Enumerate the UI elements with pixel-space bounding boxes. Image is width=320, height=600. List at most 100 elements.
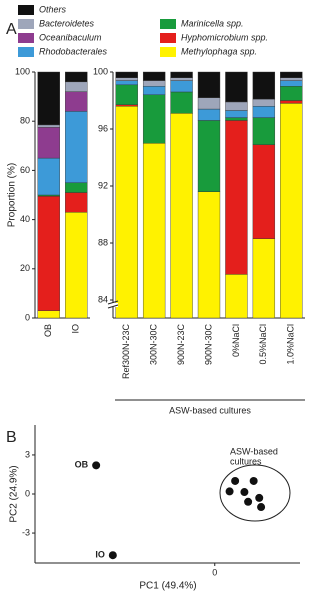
x-axis-label: ASW-based cultures: [169, 405, 251, 415]
axis-break: [107, 300, 119, 305]
bar-segment: [252, 238, 276, 319]
bar-segment: [37, 124, 60, 128]
legend-swatch: [160, 33, 176, 43]
bar-segment: [115, 77, 138, 81]
point: [108, 551, 117, 560]
y-tick-label: 40: [20, 214, 30, 224]
annotation: ASW-based: [230, 446, 278, 456]
bar-segment: [252, 71, 276, 100]
x-tick-label: 0.5%NaCl: [258, 324, 268, 365]
bar-segment: [37, 127, 60, 159]
y-tick-label: 60: [20, 165, 30, 175]
bar-segment: [170, 71, 193, 78]
bar-segment: [280, 80, 303, 87]
bar-segment: [65, 81, 88, 92]
cluster-ellipse: [219, 464, 291, 522]
legend-label: Hyphomicrobium spp.: [181, 32, 268, 42]
x-tick-label: 900N-23C: [176, 324, 186, 366]
y-axis-label: PC2 (24.9%): [9, 465, 20, 522]
panel-label: B: [6, 429, 17, 446]
bar-segment: [115, 84, 138, 105]
bar-segment: [252, 98, 276, 107]
x-axis-label: PC1 (49.4%): [139, 581, 196, 592]
y-tick-label: 92: [98, 180, 108, 190]
bar-segment: [197, 120, 221, 192]
bar-segment: [225, 120, 248, 275]
bar-segment: [65, 212, 88, 319]
x-tick-label: Ref300N-23C: [121, 324, 131, 380]
legend-label: Others: [39, 4, 67, 14]
legend-swatch: [18, 5, 34, 15]
legend-swatch: [160, 19, 176, 29]
bar-segment: [280, 100, 303, 104]
bar-segment: [170, 77, 193, 81]
bar-segment: [37, 157, 60, 196]
bar-segment: [142, 94, 166, 144]
y-tick-label: 80: [20, 116, 30, 126]
bar-segment: [65, 192, 88, 213]
bar-segment: [225, 274, 248, 319]
y-tick-label: 0: [25, 488, 30, 498]
bar-segment: [280, 77, 303, 81]
bar-segment: [115, 104, 138, 107]
bar-segment: [197, 191, 221, 319]
bar-segment: [280, 103, 303, 319]
point: [249, 476, 258, 485]
bar-segment: [170, 113, 193, 319]
bar-segment: [170, 91, 193, 114]
y-tick-label: 20: [20, 263, 30, 273]
bar-segment: [142, 80, 166, 87]
legend-label: Rhodobacterales: [39, 46, 108, 56]
x-tick-label: 0: [212, 567, 217, 577]
bar-segment: [225, 117, 248, 121]
y-tick-label: 3: [25, 449, 30, 459]
bar-segment: [225, 71, 248, 103]
bar-segment: [65, 71, 88, 83]
y-tick-label: -3: [22, 527, 30, 537]
bar-segment: [65, 111, 88, 183]
y-tick-label: 100: [15, 66, 30, 76]
bar-segment: [252, 144, 276, 239]
annotation: cultures: [230, 456, 262, 466]
bar-segment: [225, 110, 248, 118]
legend-swatch: [18, 33, 34, 43]
bar-segment: [115, 71, 138, 78]
panel-label: A: [6, 21, 17, 38]
y-tick-label: 84: [98, 294, 108, 304]
legend-swatch: [160, 47, 176, 57]
x-tick-label: 300N-30C: [149, 324, 159, 366]
y-tick-label: 88: [98, 237, 108, 247]
y-tick-label: 100: [93, 66, 108, 76]
point: [225, 487, 234, 496]
bar-segment: [65, 91, 88, 112]
bar-segment: [142, 86, 166, 96]
bar-segment: [115, 80, 138, 86]
legend-label: Bacteroidetes: [39, 18, 95, 28]
bar-segment: [280, 86, 303, 101]
bar-segment: [280, 71, 303, 78]
bar-segment: [142, 143, 166, 319]
bar-segment: [225, 101, 248, 111]
bar-segment: [142, 71, 166, 81]
point-label: IO: [95, 550, 105, 560]
point-label: OB: [75, 460, 89, 470]
y-axis-label: Proportion (%): [7, 163, 18, 227]
bar-segment: [252, 105, 276, 118]
point: [244, 497, 253, 506]
bar-segment: [197, 97, 221, 110]
bar-segment: [197, 108, 221, 121]
point: [255, 493, 264, 502]
bar-segment: [197, 71, 221, 98]
bar-segment: [115, 105, 138, 319]
legend-label: Methylophaga spp.: [181, 46, 257, 56]
bar-segment: [65, 182, 88, 193]
bar-segment: [37, 196, 60, 311]
x-tick-label: 1.0%NaCl: [286, 324, 296, 365]
x-tick-label: 0%NaCl: [231, 324, 241, 357]
x-tick-label: IO: [71, 324, 81, 334]
axis-break: [108, 303, 118, 307]
bar-segment: [252, 117, 276, 145]
point: [92, 461, 101, 470]
